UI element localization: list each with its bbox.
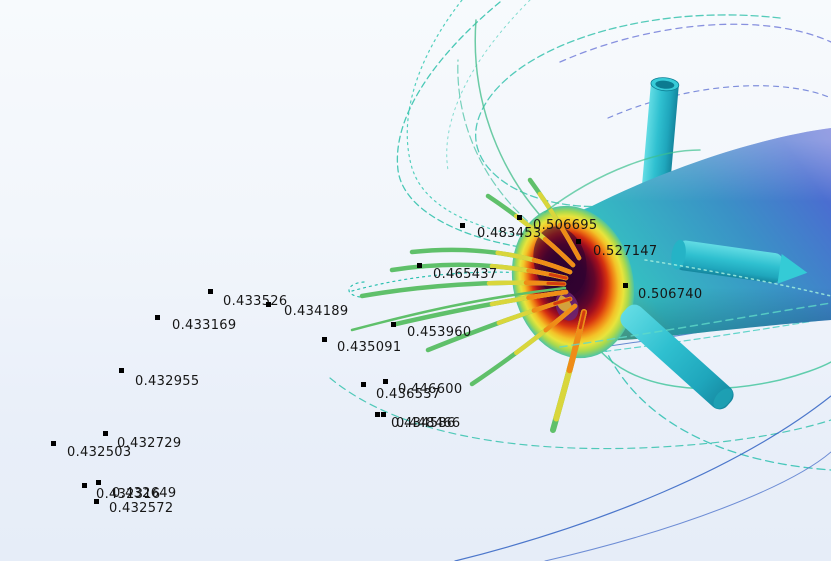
top-fin bbox=[641, 77, 680, 203]
streamlines-over-body bbox=[544, 149, 831, 348]
nose-yellow-curl bbox=[557, 295, 572, 313]
top-fin-bore bbox=[655, 80, 675, 89]
streamline-under-body-teal bbox=[574, 317, 831, 356]
streamline-axis-dotted-on-body bbox=[644, 259, 831, 297]
streamline-loop-fin bbox=[475, 14, 781, 208]
streamline-loop-left bbox=[396, 1, 541, 251]
streamline-arc-purple-2 bbox=[607, 85, 831, 119]
streamline-loop-bottom-right bbox=[597, 331, 831, 471]
side-stub-endcap bbox=[671, 239, 686, 270]
streamline-green-up-1 bbox=[474, 19, 561, 237]
cylinder-body-group bbox=[511, 128, 831, 359]
streamline-dashed-on-body-bottom bbox=[559, 302, 831, 348]
streamline-green-wake bbox=[587, 333, 831, 390]
top-fin-rod bbox=[641, 79, 679, 203]
streamline-blue-bottom-1 bbox=[454, 395, 831, 561]
streamline-arc-purple-1 bbox=[559, 23, 831, 63]
streamline-loop-left-faint bbox=[446, 0, 531, 171]
side-stub-rod bbox=[671, 239, 808, 284]
side-stub-body bbox=[675, 240, 783, 283]
bottom-fin bbox=[620, 304, 734, 410]
streamline-return-bottom bbox=[329, 377, 831, 450]
bottom-fin-endcap bbox=[713, 388, 733, 409]
side-stub-tip bbox=[777, 253, 808, 284]
streamline-loop-left-dotted bbox=[406, 0, 533, 239]
bottom-fin-rod bbox=[620, 304, 734, 410]
streamline-blue-bottom-2 bbox=[544, 451, 831, 561]
streamline-green-hug-top bbox=[544, 149, 701, 213]
